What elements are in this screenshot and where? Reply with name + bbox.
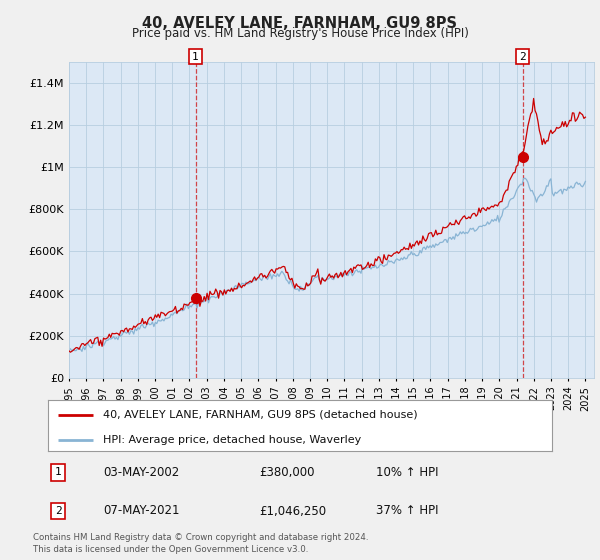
Text: £380,000: £380,000 [260,466,315,479]
Text: 1: 1 [55,468,61,478]
Text: 2: 2 [519,52,526,62]
Text: 07-MAY-2021: 07-MAY-2021 [103,505,180,517]
Text: 2: 2 [55,506,61,516]
Text: 37% ↑ HPI: 37% ↑ HPI [376,505,438,517]
Text: 40, AVELEY LANE, FARNHAM, GU9 8PS: 40, AVELEY LANE, FARNHAM, GU9 8PS [143,16,458,31]
Text: 03-MAY-2002: 03-MAY-2002 [103,466,179,479]
Text: 10% ↑ HPI: 10% ↑ HPI [376,466,438,479]
Text: 40, AVELEY LANE, FARNHAM, GU9 8PS (detached house): 40, AVELEY LANE, FARNHAM, GU9 8PS (detac… [103,409,418,419]
Text: £1,046,250: £1,046,250 [260,505,327,517]
Text: Price paid vs. HM Land Registry's House Price Index (HPI): Price paid vs. HM Land Registry's House … [131,27,469,40]
Text: 1: 1 [192,52,199,62]
Text: Contains HM Land Registry data © Crown copyright and database right 2024.
This d: Contains HM Land Registry data © Crown c… [33,533,368,554]
Text: HPI: Average price, detached house, Waverley: HPI: Average price, detached house, Wave… [103,435,362,445]
